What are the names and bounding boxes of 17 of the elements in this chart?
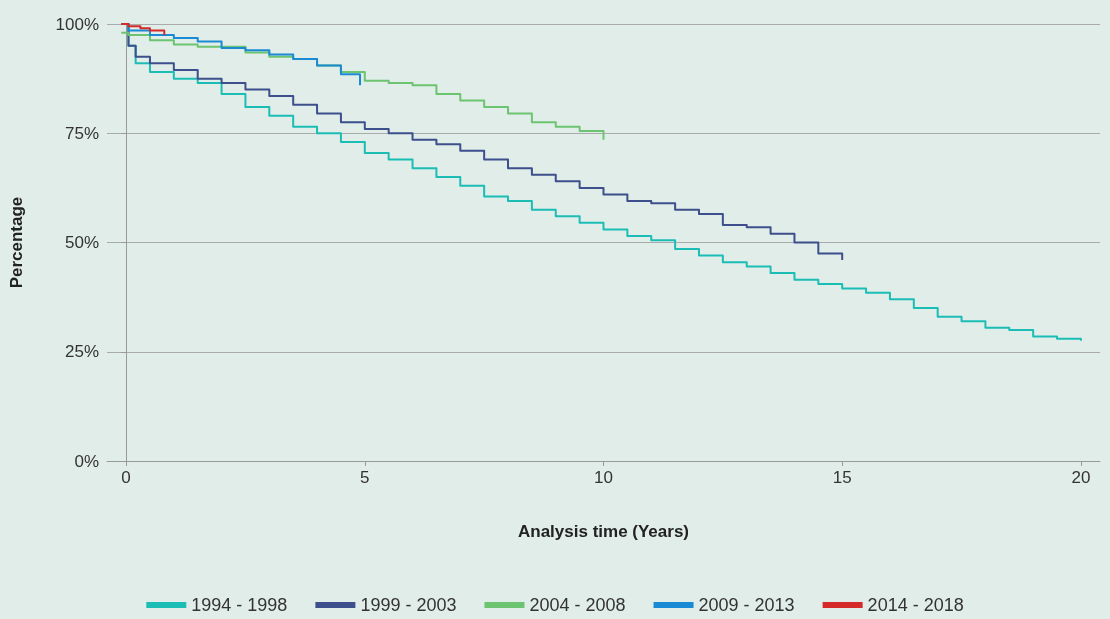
y-tick-label: 50% — [64, 233, 99, 252]
x-tick-label: 20 — [1071, 468, 1091, 487]
x-tick-label: 5 — [360, 468, 370, 487]
legend-label: 2004 - 2008 — [529, 595, 626, 615]
x-axis-title: Analysis time (Years) — [517, 522, 690, 541]
x-tick-label: 10 — [594, 468, 613, 487]
y-tick-label: 25% — [64, 342, 99, 362]
legend-label: 2014 - 2018 — [867, 595, 964, 615]
legend-label: 1999 - 2003 — [360, 595, 457, 615]
y-axis-title: Percentage — [7, 196, 26, 289]
x-tick-label: 0 — [121, 468, 131, 487]
x-tick-label: 15 — [832, 468, 852, 487]
legend-label: 2009 - 2013 — [698, 595, 795, 615]
legend-label: 1994 - 1998 — [191, 595, 288, 615]
y-tick-label: 0% — [74, 451, 99, 471]
y-tick-label: 75% — [64, 123, 99, 143]
y-tick-label: 100% — [55, 14, 99, 34]
